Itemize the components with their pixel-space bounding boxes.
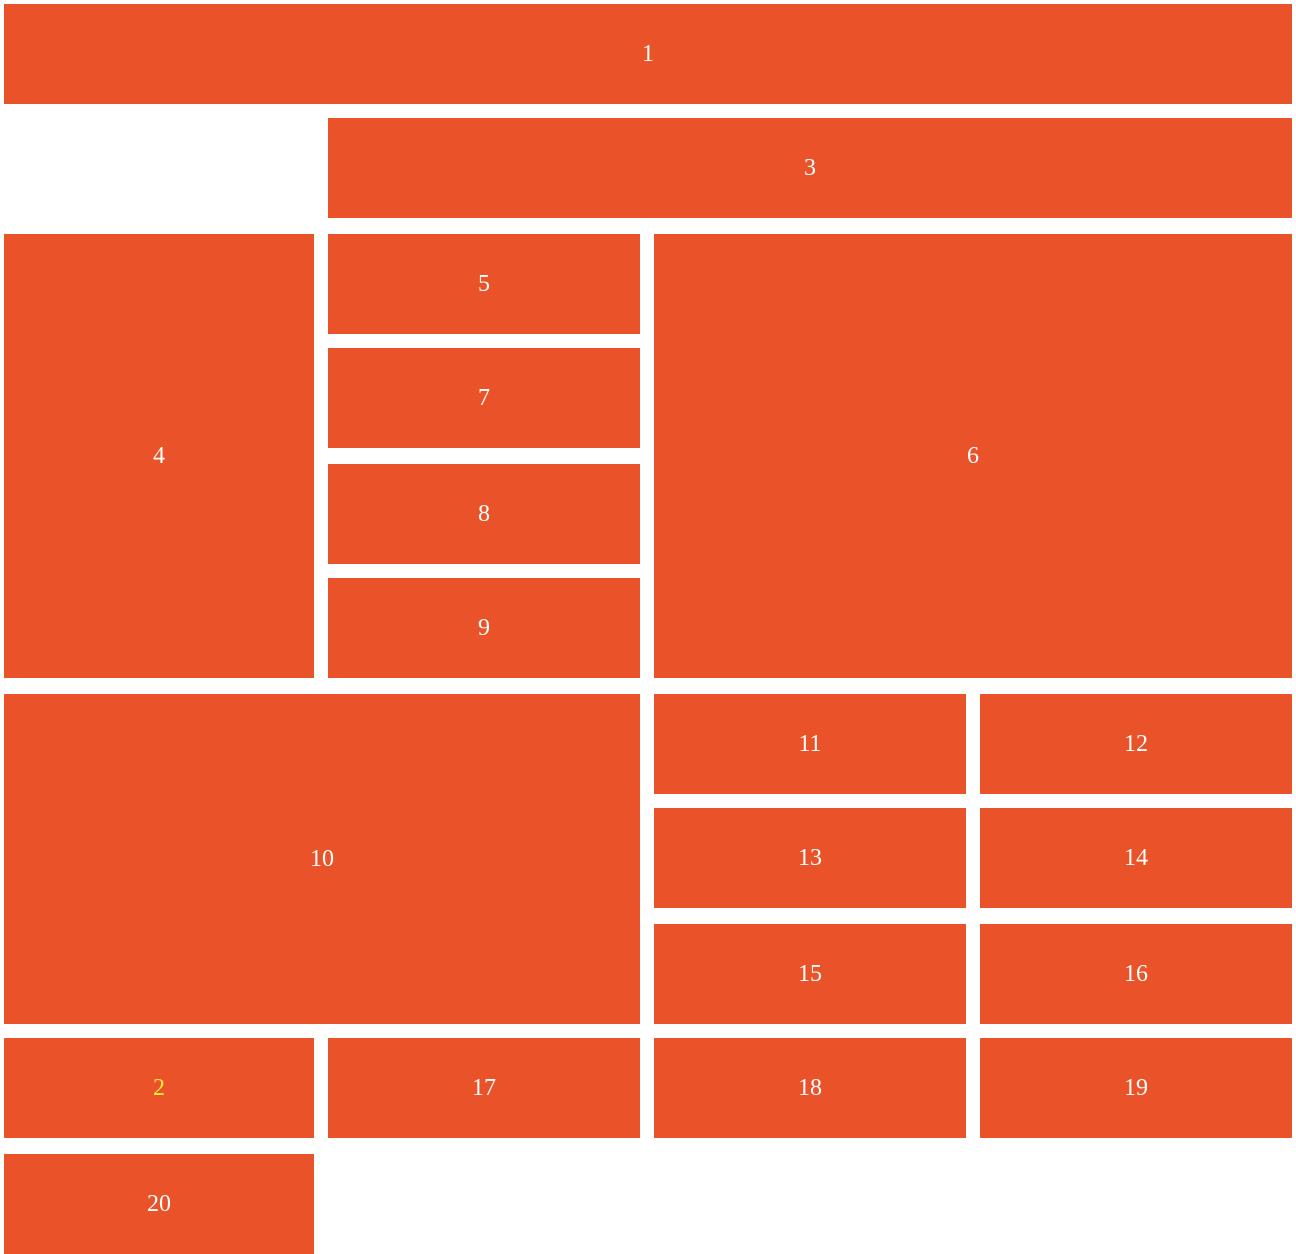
grid-item-17: 17 xyxy=(328,1038,640,1138)
grid-item-label: 12 xyxy=(1124,731,1148,757)
grid-item-label: 5 xyxy=(478,271,490,297)
grid-item-1: 1 xyxy=(4,4,1292,104)
grid-item-label: 13 xyxy=(798,845,822,871)
grid-item-label: 1 xyxy=(642,41,654,67)
grid-item-16: 16 xyxy=(980,924,1292,1024)
grid-item-5: 5 xyxy=(328,234,640,334)
grid-item-7: 7 xyxy=(328,348,640,448)
grid-item-3: 3 xyxy=(328,118,1292,218)
grid-item-label-highlighted: 2 xyxy=(153,1075,165,1101)
grid-item-8: 8 xyxy=(328,464,640,564)
grid-item-13: 13 xyxy=(654,808,966,908)
grid-item-label: 16 xyxy=(1124,961,1148,987)
grid-item-label: 4 xyxy=(153,443,165,469)
grid-item-12: 12 xyxy=(980,694,1292,794)
grid-item-label: 10 xyxy=(310,846,334,872)
grid-item-label: 18 xyxy=(798,1075,822,1101)
grid-item-label: 19 xyxy=(1124,1075,1148,1101)
grid-item-label: 6 xyxy=(967,443,979,469)
grid-item-2: 2 xyxy=(4,1038,314,1138)
grid-item-label: 8 xyxy=(478,501,490,527)
grid-item-4: 4 xyxy=(4,234,314,678)
grid-item-19: 19 xyxy=(980,1038,1292,1138)
grid-item-15: 15 xyxy=(654,924,966,1024)
grid-item-11: 11 xyxy=(654,694,966,794)
grid-item-label: 7 xyxy=(478,385,490,411)
grid-item-label: 9 xyxy=(478,615,490,641)
grid-item-label: 17 xyxy=(472,1075,496,1101)
grid-item-label: 3 xyxy=(804,155,816,181)
grid-item-9: 9 xyxy=(328,578,640,678)
grid-item-10: 10 xyxy=(4,694,640,1024)
grid-item-18: 18 xyxy=(654,1038,966,1138)
grid-item-label: 11 xyxy=(798,731,822,757)
grid-item-14: 14 xyxy=(980,808,1292,908)
grid-item-label: 15 xyxy=(798,961,822,987)
grid-item-label: 14 xyxy=(1124,845,1148,871)
grid-item-20: 20 xyxy=(4,1154,314,1254)
grid-item-label: 20 xyxy=(147,1191,171,1217)
grid-item-6: 6 xyxy=(654,234,1292,678)
